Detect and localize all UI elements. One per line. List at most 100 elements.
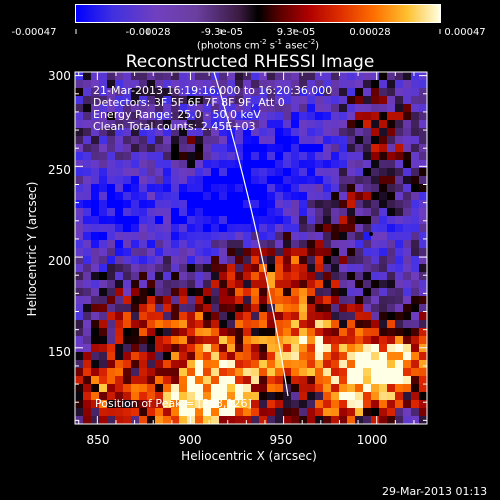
image-pixel <box>187 176 196 185</box>
image-pixel <box>339 168 348 177</box>
image-pixel <box>107 80 116 89</box>
image-pixel <box>323 200 332 209</box>
image-pixel <box>347 208 356 217</box>
image-pixel <box>107 240 116 249</box>
image-pixel <box>275 88 284 97</box>
image-pixel <box>251 280 260 289</box>
image-pixel <box>123 104 132 113</box>
image-pixel <box>139 280 148 289</box>
image-pixel <box>91 240 100 249</box>
image-pixel <box>219 400 228 409</box>
image-pixel <box>195 216 204 225</box>
image-pixel <box>275 112 284 121</box>
image-pixel <box>75 112 84 121</box>
image-pixel <box>83 280 92 289</box>
image-pixel <box>291 232 300 241</box>
image-pixel <box>123 384 132 393</box>
image-pixel <box>163 240 172 249</box>
image-pixel <box>155 304 164 313</box>
image-pixel <box>403 408 412 417</box>
image-pixel <box>187 224 196 233</box>
image-pixel <box>115 376 124 385</box>
image-pixel <box>243 216 252 225</box>
image-pixel <box>315 376 324 385</box>
image-pixel <box>275 304 284 313</box>
image-pixel <box>115 344 124 353</box>
image-pixel <box>339 256 348 265</box>
image-pixel <box>171 280 180 289</box>
image-pixel <box>371 216 380 225</box>
image-pixel <box>307 248 316 257</box>
image-pixel <box>363 336 372 345</box>
image-pixel <box>307 288 316 297</box>
image-pixel <box>195 168 204 177</box>
image-pixel <box>387 136 396 145</box>
image-pixel <box>203 304 212 313</box>
image-pixel <box>275 176 284 185</box>
image-pixel <box>139 192 148 201</box>
image-pixel <box>211 344 220 353</box>
image-pixel <box>235 296 244 305</box>
image-pixel <box>107 328 116 337</box>
image-pixel <box>395 136 404 145</box>
image-pixel <box>283 296 292 305</box>
image-pixel <box>107 120 116 129</box>
image-pixel <box>147 264 156 273</box>
image-pixel <box>139 296 148 305</box>
image-pixel <box>267 304 276 313</box>
colorbar <box>75 4 441 23</box>
image-pixel <box>347 248 356 257</box>
image-pixel <box>275 224 284 233</box>
image-pixel <box>227 360 236 369</box>
image-pixel <box>75 304 84 313</box>
image-pixel <box>387 168 396 177</box>
image-pixel <box>179 240 188 249</box>
image-pixel <box>251 344 260 353</box>
image-pixel <box>371 416 380 425</box>
image-pixel <box>243 200 252 209</box>
image-pixel <box>307 176 316 185</box>
image-pixel <box>283 88 292 97</box>
image-pixel <box>243 336 252 345</box>
image-pixel <box>315 304 324 313</box>
image-pixel <box>219 360 228 369</box>
image-pixel <box>347 296 356 305</box>
image-pixel <box>227 328 236 337</box>
image-pixel <box>299 72 308 81</box>
image-pixel <box>107 352 116 361</box>
image-pixel <box>75 384 84 393</box>
image-pixel <box>267 80 276 89</box>
image-pixel <box>227 248 236 257</box>
image-pixel <box>91 168 100 177</box>
image-pixel <box>251 336 260 345</box>
image-pixel <box>91 376 100 385</box>
image-pixel <box>251 232 260 241</box>
image-pixel <box>83 272 92 281</box>
image-pixel <box>403 280 412 289</box>
image-pixel <box>147 376 156 385</box>
image-pixel <box>163 416 172 425</box>
image-pixel <box>171 160 180 169</box>
image-pixel <box>179 88 188 97</box>
image-pixel <box>259 352 268 361</box>
image-pixel <box>211 272 220 281</box>
image-pixel <box>371 72 380 81</box>
image-pixel <box>147 384 156 393</box>
image-pixel <box>139 384 148 393</box>
image-pixel <box>331 376 340 385</box>
image-pixel <box>243 88 252 97</box>
image-pixel <box>131 224 140 233</box>
image-pixel <box>195 256 204 265</box>
image-pixel <box>275 96 284 105</box>
image-pixel <box>275 248 284 257</box>
image-pixel <box>347 128 356 137</box>
image-pixel <box>411 208 420 217</box>
image-pixel <box>219 304 228 313</box>
image-pixel <box>195 272 204 281</box>
image-pixel <box>139 328 148 337</box>
image-pixel <box>171 80 180 89</box>
image-pixel <box>123 112 132 121</box>
image-pixel <box>179 296 188 305</box>
image-pixel <box>387 320 396 329</box>
image-pixel <box>355 360 364 369</box>
